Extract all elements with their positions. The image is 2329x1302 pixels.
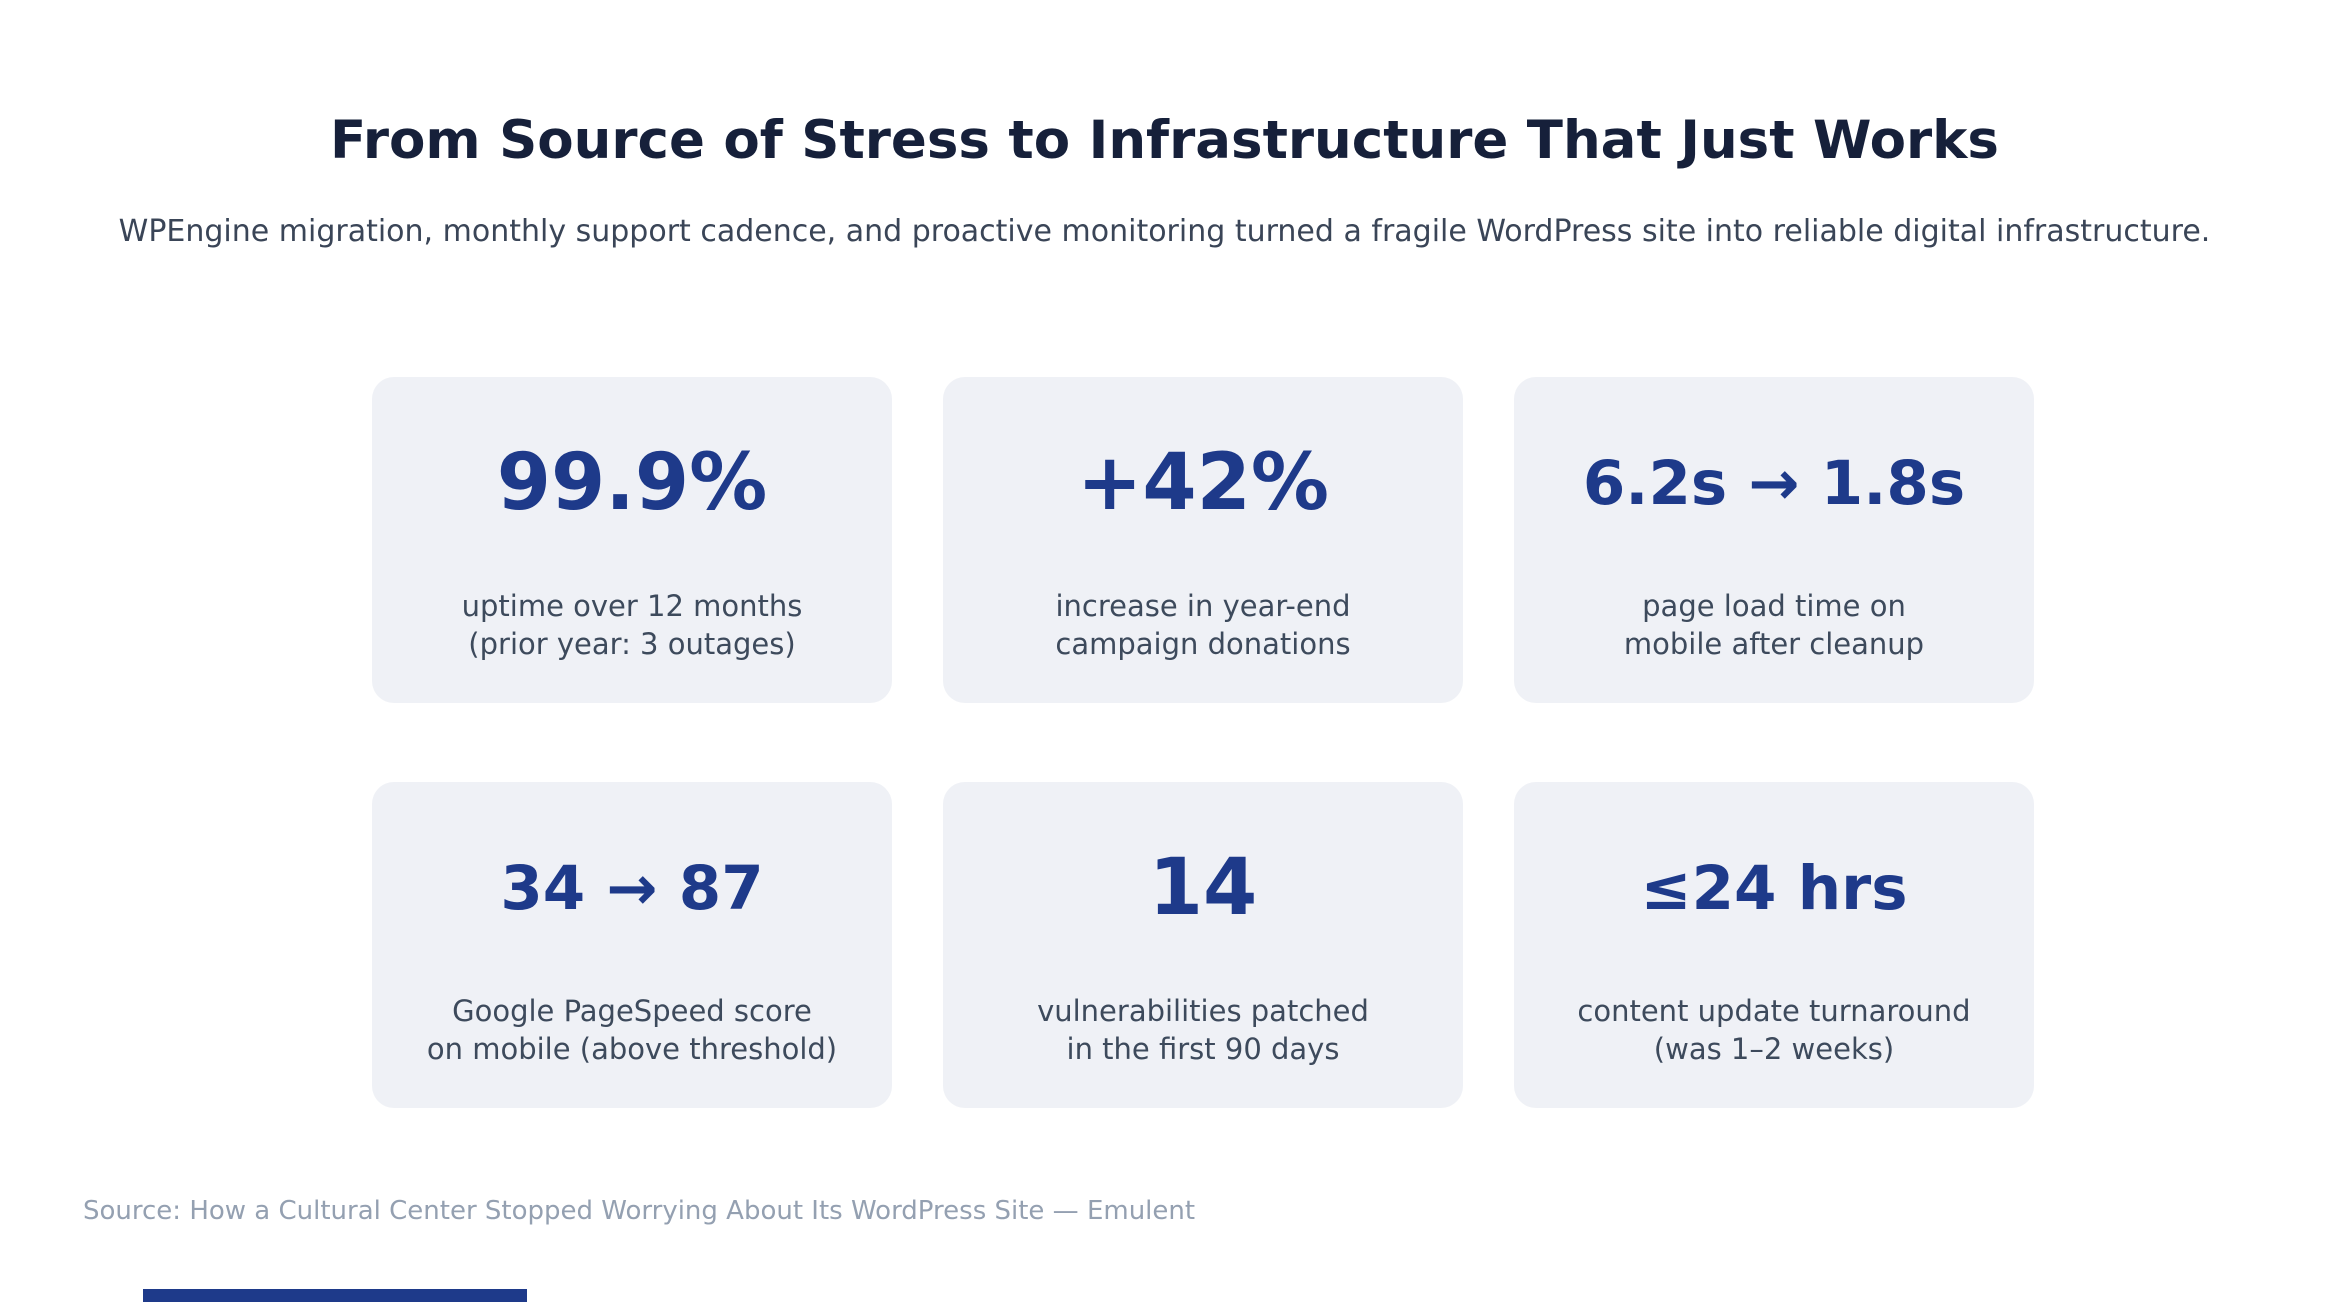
stat-card-pagespeed: 34 → 87 Google PageSpeed score on mobile…	[372, 782, 892, 1108]
footer-accent-bar	[143, 1289, 527, 1302]
stat-value: 99.9%	[496, 438, 768, 528]
stat-label: Google PageSpeed score on mobile (above …	[427, 992, 837, 1068]
stat-label: uptime over 12 months (prior year: 3 out…	[462, 587, 803, 663]
stat-label-line: mobile after cleanup	[1623, 627, 1925, 661]
stat-label-line: page load time on	[1642, 589, 1906, 623]
source-note: Source: How a Cultural Center Stopped Wo…	[83, 1196, 1196, 1226]
stat-label: page load time on mobile after cleanup	[1624, 587, 1924, 663]
stat-label-line: in the first 90 days	[1066, 1032, 1340, 1066]
stat-value: +42%	[1076, 438, 1330, 528]
stat-card-donations: +42% increase in year-end campaign donat…	[943, 377, 1463, 703]
stat-label: content update turnaround (was 1–2 weeks…	[1577, 992, 1970, 1068]
stat-card-turnaround: ≤24 hrs content update turnaround (was 1…	[1514, 782, 2034, 1108]
stat-value: 34 → 87	[500, 853, 764, 924]
stat-label-line: on mobile (above threshold)	[426, 1032, 838, 1066]
stat-label-line: (prior year: 3 outages)	[468, 627, 796, 661]
stat-label-line: vulnerabilities patched	[1037, 994, 1369, 1028]
page-title: From Source of Stress to Infrastructure …	[330, 110, 1999, 171]
stat-label-line: increase in year-end	[1055, 589, 1351, 623]
stat-label-line: uptime over 12 months	[461, 589, 803, 623]
stats-grid: 99.9% uptime over 12 months (prior year:…	[372, 377, 2034, 1108]
stat-label-line: content update turnaround	[1577, 994, 1971, 1028]
stat-card-uptime: 99.9% uptime over 12 months (prior year:…	[372, 377, 892, 703]
stat-label-line: (was 1–2 weeks)	[1653, 1032, 1895, 1066]
stat-value: ≤24 hrs	[1640, 853, 1908, 924]
stat-card-vulnerabilities: 14 vulnerabilities patched in the first …	[943, 782, 1463, 1108]
stat-card-load-time: 6.2s → 1.8s page load time on mobile aft…	[1514, 377, 2034, 703]
stat-label-line: campaign donations	[1055, 627, 1351, 661]
stat-value: 6.2s → 1.8s	[1582, 448, 1966, 519]
page-subtitle: WPEngine migration, monthly support cade…	[118, 214, 2211, 249]
stat-value: 14	[1148, 843, 1258, 933]
stat-label-line: Google PageSpeed score	[452, 994, 812, 1028]
stat-label: vulnerabilities patched in the first 90 …	[1037, 992, 1369, 1068]
stat-label: increase in year-end campaign donations	[1055, 587, 1350, 663]
